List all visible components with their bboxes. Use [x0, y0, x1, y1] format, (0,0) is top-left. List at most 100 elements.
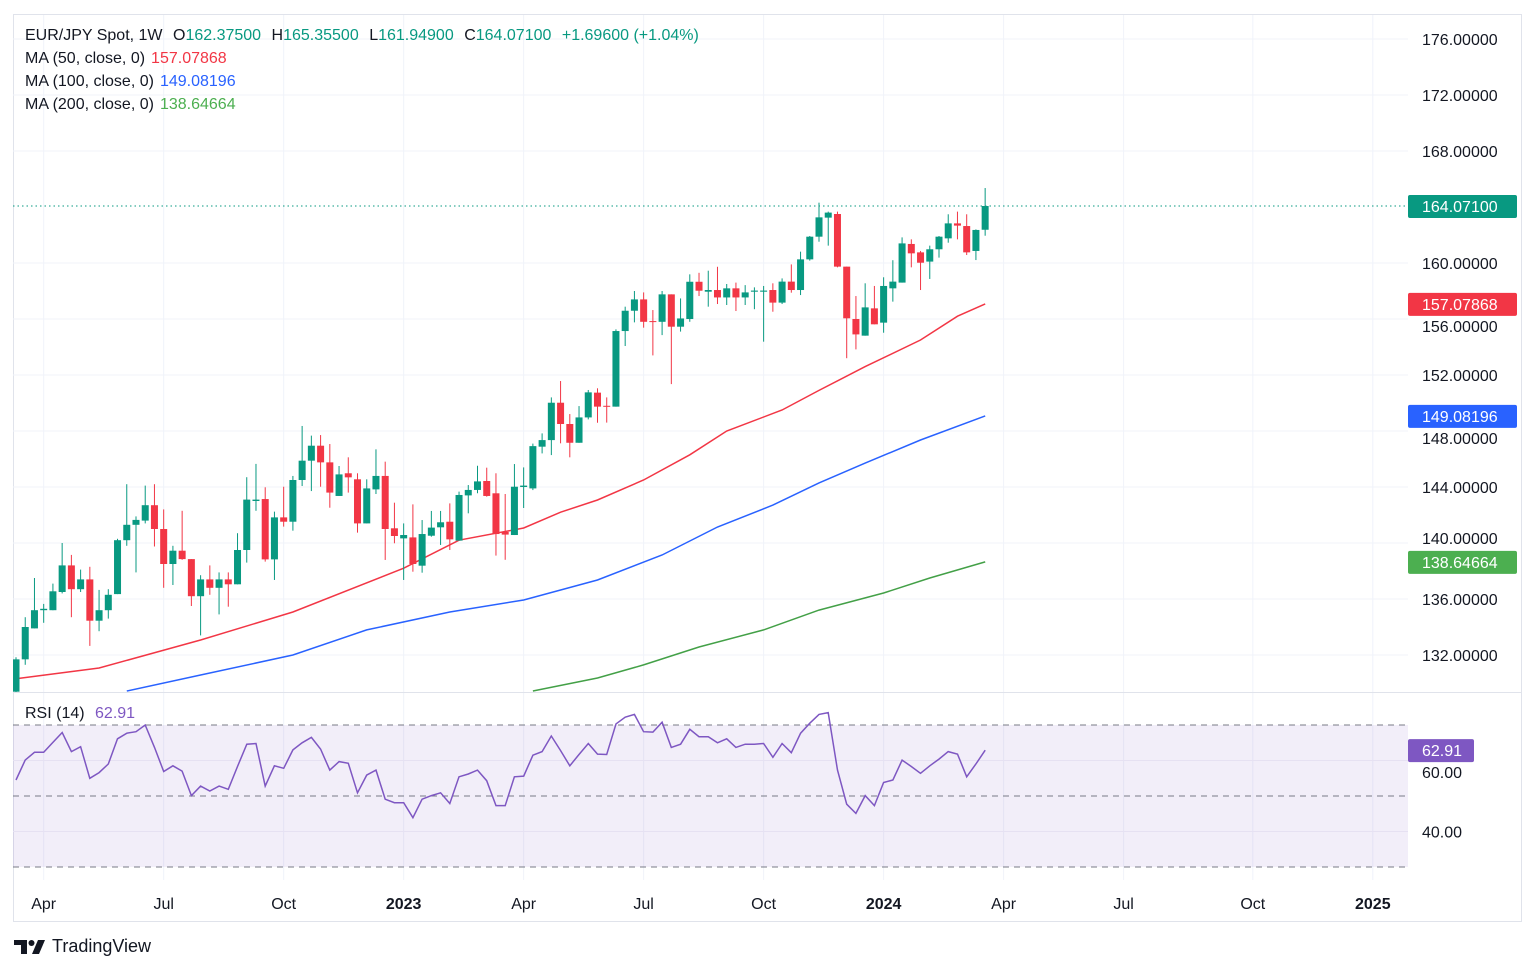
candle[interactable]	[760, 285, 768, 342]
candle[interactable]	[58, 543, 66, 594]
candle[interactable]	[898, 237, 906, 283]
candle[interactable]	[963, 214, 971, 256]
candle[interactable]	[280, 486, 288, 527]
candle[interactable]	[806, 235, 814, 261]
candle[interactable]	[612, 329, 620, 407]
candle[interactable]	[400, 523, 408, 580]
candle[interactable]	[630, 291, 638, 323]
candle[interactable]	[215, 572, 223, 615]
candle[interactable]	[815, 202, 823, 242]
rsi-legend[interactable]: RSI (14) 62.91	[25, 705, 135, 723]
candle[interactable]	[317, 435, 325, 487]
candle[interactable]	[49, 583, 57, 611]
candle[interactable]	[178, 510, 186, 560]
candle[interactable]	[289, 475, 297, 531]
candle[interactable]	[270, 511, 278, 580]
candle[interactable]	[833, 211, 841, 268]
candle[interactable]	[123, 484, 131, 546]
candle[interactable]	[723, 284, 731, 305]
candle[interactable]	[677, 298, 685, 332]
candle[interactable]	[557, 381, 565, 444]
candle[interactable]	[474, 465, 481, 494]
candle[interactable]	[640, 292, 648, 328]
candle[interactable]	[492, 473, 500, 556]
candle[interactable]	[520, 467, 528, 508]
candle[interactable]	[252, 463, 260, 511]
candle[interactable]	[501, 494, 509, 560]
candle[interactable]	[538, 433, 546, 454]
candle[interactable]	[455, 491, 463, 541]
candle[interactable]	[381, 461, 389, 560]
candle[interactable]	[104, 589, 112, 619]
candle[interactable]	[234, 533, 242, 585]
candle[interactable]	[769, 283, 777, 312]
candle[interactable]	[658, 291, 666, 336]
candle[interactable]	[95, 589, 103, 632]
candle[interactable]	[603, 397, 611, 423]
candle[interactable]	[418, 520, 426, 573]
candle[interactable]	[824, 211, 832, 246]
symbol-title[interactable]: EUR/JPY Spot, 1W	[25, 27, 163, 44]
candle[interactable]	[437, 510, 445, 545]
candle[interactable]	[861, 283, 869, 336]
candle[interactable]	[741, 285, 749, 305]
candle[interactable]	[944, 214, 952, 243]
candle[interactable]	[86, 566, 94, 646]
candle[interactable]	[132, 516, 140, 573]
candle[interactable]	[584, 389, 592, 420]
candle[interactable]	[889, 260, 897, 302]
candle[interactable]	[704, 270, 712, 307]
tradingview-logo[interactable]: TradingView	[14, 936, 151, 957]
candle[interactable]	[206, 565, 214, 595]
candle[interactable]	[114, 538, 122, 595]
candle[interactable]	[750, 287, 758, 310]
candle[interactable]	[686, 274, 694, 322]
candle[interactable]	[981, 188, 989, 236]
candle[interactable]	[390, 502, 398, 544]
candle[interactable]	[593, 388, 601, 423]
ma50-legend[interactable]: MA (50, close, 0) 157.07868	[25, 47, 233, 70]
candle[interactable]	[529, 443, 537, 491]
candle[interactable]	[409, 504, 417, 572]
candle[interactable]	[953, 211, 961, 240]
candle[interactable]	[713, 266, 721, 305]
candle[interactable]	[907, 239, 915, 268]
candle[interactable]	[261, 487, 269, 562]
candle[interactable]	[621, 306, 629, 347]
candle[interactable]	[307, 435, 315, 492]
candle[interactable]	[243, 477, 251, 563]
candle[interactable]	[917, 250, 925, 291]
candle[interactable]	[787, 264, 795, 293]
candle[interactable]	[510, 464, 518, 536]
candle[interactable]	[870, 285, 878, 325]
candle[interactable]	[427, 510, 435, 537]
candle[interactable]	[354, 473, 362, 533]
candle[interactable]	[695, 272, 703, 297]
candle[interactable]	[187, 559, 195, 606]
candle[interactable]	[160, 509, 168, 588]
candle[interactable]	[852, 296, 860, 350]
candle[interactable]	[566, 414, 574, 458]
candle[interactable]	[21, 617, 29, 665]
candle[interactable]	[446, 503, 454, 550]
candle[interactable]	[77, 569, 85, 592]
candle[interactable]	[649, 310, 657, 356]
candle[interactable]	[326, 444, 334, 508]
candle[interactable]	[575, 406, 583, 443]
candle[interactable]	[197, 575, 205, 636]
candle[interactable]	[732, 282, 740, 312]
candle[interactable]	[344, 457, 352, 493]
ma200-legend[interactable]: MA (200, close, 0) 138.64664	[25, 93, 242, 116]
candle[interactable]	[972, 229, 980, 261]
candle[interactable]	[778, 278, 786, 305]
candle[interactable]	[547, 397, 555, 456]
candle[interactable]	[30, 578, 38, 629]
candle[interactable]	[224, 572, 232, 607]
candle[interactable]	[935, 235, 943, 258]
ma100-legend[interactable]: MA (100, close, 0) 149.08196	[25, 70, 242, 93]
candle[interactable]	[40, 603, 48, 623]
candle[interactable]	[67, 554, 75, 618]
candle[interactable]	[141, 485, 149, 524]
candle[interactable]	[335, 466, 343, 496]
